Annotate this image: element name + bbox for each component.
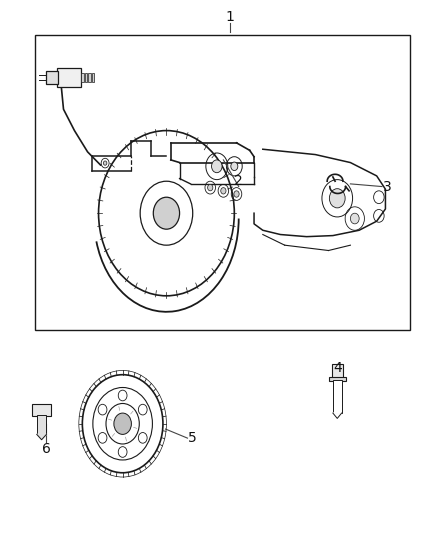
Bar bbox=[32, 404, 51, 416]
Bar bbox=[88, 73, 91, 82]
Circle shape bbox=[98, 433, 107, 443]
Bar bbox=[35, 35, 410, 330]
Circle shape bbox=[329, 189, 345, 208]
Circle shape bbox=[234, 191, 239, 197]
Bar bbox=[92, 73, 94, 82]
Circle shape bbox=[118, 390, 127, 401]
Circle shape bbox=[82, 375, 163, 473]
Text: 3: 3 bbox=[383, 180, 392, 193]
Circle shape bbox=[350, 213, 359, 224]
Circle shape bbox=[99, 131, 234, 296]
Circle shape bbox=[114, 413, 131, 434]
Circle shape bbox=[98, 404, 107, 415]
Bar bbox=[328, 377, 346, 381]
Circle shape bbox=[231, 162, 238, 171]
Polygon shape bbox=[37, 434, 46, 440]
Bar bbox=[37, 415, 46, 434]
Text: 5: 5 bbox=[188, 431, 197, 445]
Bar bbox=[46, 71, 58, 84]
Circle shape bbox=[138, 404, 147, 415]
Polygon shape bbox=[333, 413, 342, 418]
Bar bbox=[85, 73, 87, 82]
Circle shape bbox=[208, 184, 213, 191]
Bar bbox=[57, 68, 81, 87]
Circle shape bbox=[118, 447, 127, 457]
Circle shape bbox=[103, 161, 107, 165]
Circle shape bbox=[212, 160, 222, 173]
Text: 6: 6 bbox=[42, 442, 50, 456]
Bar bbox=[332, 364, 343, 378]
Circle shape bbox=[153, 197, 180, 229]
Bar bbox=[81, 73, 84, 82]
Text: 2: 2 bbox=[234, 174, 243, 188]
Circle shape bbox=[221, 188, 226, 194]
Bar bbox=[333, 380, 342, 413]
Circle shape bbox=[138, 433, 147, 443]
Circle shape bbox=[140, 181, 193, 245]
Text: 4: 4 bbox=[333, 361, 342, 375]
Text: 1: 1 bbox=[226, 10, 234, 24]
